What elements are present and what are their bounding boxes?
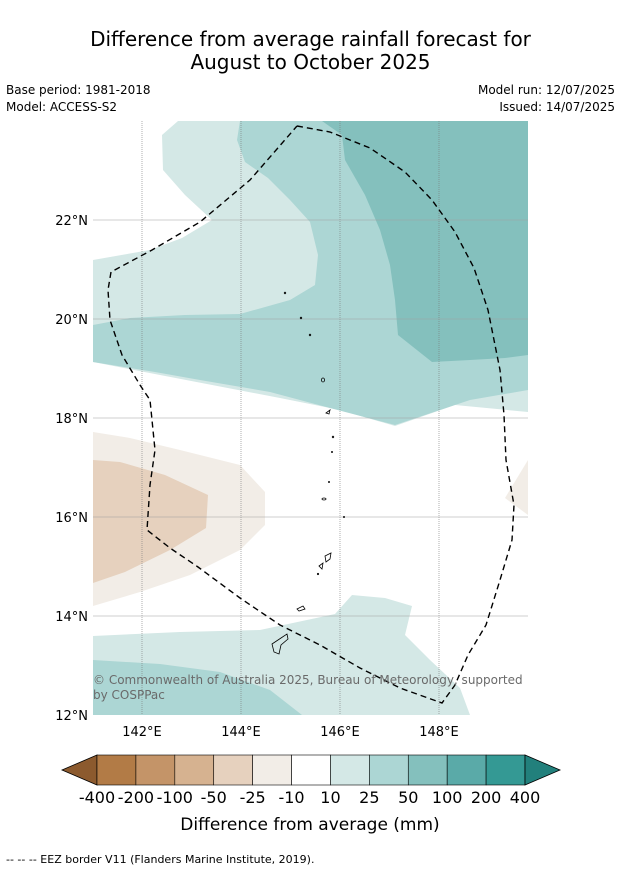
colorbar [60,754,562,786]
eez-border [107,125,515,704]
lat-tick-20: 20°N [55,313,88,328]
lon-tick-144: 144°E [221,725,261,740]
map-title: Difference from average rainfall forecas… [0,28,621,74]
island-saipan [324,552,332,563]
lon-tick-146: 146°E [320,725,360,740]
latitude-tick-labels: 22°N 20°N 18°N 16°N 14°N 12°N [55,214,88,724]
island-alamagan [331,435,335,439]
lon-tick-142: 142°E [122,725,162,740]
colorbar-segment [330,754,370,786]
colorbar-tick-label: -100 [157,788,193,807]
colorbar-segment [96,754,137,786]
contour-white-topleft [93,121,212,260]
meta-right: Model run: 12/07/2025 Issued: 14/07/2025 [478,82,615,116]
mariana-islands [271,291,345,655]
island-pagan [325,409,331,415]
map-plot-area: © Commonwealth of Australia 2025, Bureau… [93,121,528,715]
meta-left: Base period: 1981-2018 Model: ACCESS-S2 [6,82,151,116]
lon-tick-148: 148°E [419,725,459,740]
colorbar-title: Difference from average (mm) [180,815,439,835]
contour-25-50-south [93,660,302,715]
colorbar-segment [446,754,487,786]
island-anatahan [321,497,327,501]
latitude-gridlines [93,219,528,617]
island-guam [271,633,289,655]
title-line-2: August to October 2025 [190,50,431,74]
lat-tick-16: 16°N [55,511,88,526]
island-aguijan [316,572,320,576]
copyright-line-1: © Commonwealth of Australia 2025, Bureau… [93,673,523,687]
colorbar-tick-label: -400 [79,788,115,807]
colorbar-tick-label: 25 [359,788,379,807]
model-name: Model: ACCESS-S2 [6,100,118,114]
model-run: Model run: 12/07/2025 [477,83,615,97]
island-rota [296,605,306,612]
colorbar-tick-label: -200 [118,788,154,807]
contour-negative-east [505,460,528,515]
colorbar-tick-label: -50 [201,788,227,807]
lat-tick-14: 14°N [55,610,88,625]
colorbar-segment [407,754,448,786]
island-agrihan [320,377,325,383]
lat-tick-18: 18°N [55,412,88,427]
colorbar-segment [291,754,331,786]
colorbar-tick-label: 400 [510,788,541,807]
island-maug [299,316,303,320]
contour-negative-25-50-west [93,460,208,583]
colorbar-tick-label: 100 [432,788,463,807]
lat-tick-12: 12°N [55,709,88,724]
contour-50-100-northeast [322,121,528,362]
island-asuncion [308,333,312,337]
colorbar-tick-label: 50 [398,788,418,807]
colorbar-extend-high [524,754,562,786]
island-farallon [283,291,287,295]
base-period: Base period: 1981-2018 [6,83,151,97]
colorbar-segment [369,754,409,786]
colorbar-tick-label: 10 [320,788,340,807]
issued-date: Issued: 14/07/2025 [499,100,615,114]
island-sarigan [327,480,330,483]
island-farallon-medinilla [342,516,345,519]
colorbar-segment [135,754,176,786]
eez-footnote: -- -- -- EEZ border V11 (Flanders Marine… [6,853,315,866]
island-tinian [318,562,324,570]
island-guguan [330,450,333,453]
colorbar-segment [252,754,292,786]
colorbar-tick-label: -10 [278,788,304,807]
longitude-tick-labels: 142°E 144°E 146°E 148°E [122,725,459,740]
colorbar-segment [174,754,215,786]
colorbar-labels: -400 -200 -100 -50 -25 -10 10 25 50 100 200 400 [79,788,540,807]
copyright-line-2: by COSPPac [93,688,165,702]
lat-tick-22: 22°N [55,214,88,229]
colorbar-extend-low [60,754,98,786]
colorbar-segment [213,754,253,786]
colorbar-tick-label: 200 [471,788,502,807]
title-line-1: Difference from average rainfall forecas… [90,27,531,51]
colorbar-segment [485,754,526,786]
colorbar-tick-label: -25 [240,788,266,807]
